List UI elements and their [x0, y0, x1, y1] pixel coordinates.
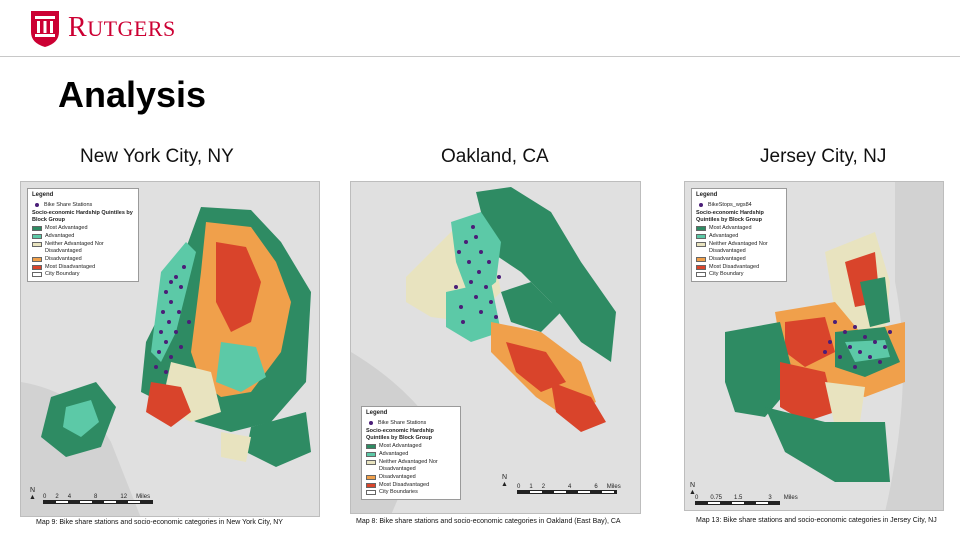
legend-item: Most Disadvantaged	[696, 264, 782, 271]
rutgers-wordmark: RUTGERS	[68, 12, 176, 43]
legend-item: Most Advantaged	[696, 225, 782, 232]
legend-subtitle: Socio-economic Hardship Quintiles by Blo…	[32, 210, 133, 224]
jersey-city-map-graphic	[685, 182, 943, 510]
north-arrow: N ▲	[29, 487, 36, 501]
header-divider	[0, 56, 960, 57]
legend-subtitle: Socio-economic Hardship Quintiles by Blo…	[366, 428, 434, 442]
oakland-heading: Oakland, CA	[441, 146, 549, 167]
nyc-legend: Legend Bike Share Stations Socio-economi…	[27, 188, 139, 283]
legend-item: Advantaged	[366, 451, 456, 458]
north-arrow: N ▲	[689, 482, 696, 496]
jersey-city-caption: Map 13: Bike share stations and socio-ec…	[696, 517, 937, 524]
station-marker-icon	[369, 420, 373, 425]
oakland-caption: Map 8: Bike share stations and socio-eco…	[356, 518, 621, 525]
oakland-scale-bar: 0 1 2 4 6 Miles	[517, 484, 621, 494]
legend-item: Disadvantaged	[32, 256, 134, 263]
legend-title: Legend	[32, 192, 54, 198]
oakland-map: Legend Bike Share Stations Socio-economi…	[350, 181, 641, 514]
jersey-city-heading: Jersey City, NJ	[760, 146, 887, 167]
jersey-city-map: Legend BikeStops_wgs84 Socio-economic Ha…	[684, 181, 944, 511]
legend-subtitle: Socio-economic Hardship Quintiles by Blo…	[696, 210, 764, 224]
north-arrow: N ▲	[501, 474, 508, 488]
station-marker-icon	[35, 202, 39, 207]
oakland-legend: Legend Bike Share Stations Socio-economi…	[361, 406, 461, 501]
legend-title: Legend	[696, 192, 718, 198]
legend-boundary-row: City Boundary	[32, 271, 134, 278]
legend-item: Most Advantaged	[366, 443, 456, 450]
legend-item: Advantaged	[696, 233, 782, 240]
legend-item: Neither Advantaged Nor Disadvantaged	[696, 241, 782, 255]
legend-item: Disadvantaged	[366, 474, 456, 481]
legend-stations-row: Bike Share Stations	[366, 420, 456, 427]
nyc-scale-bar: 0 2 4 8 12 Miles	[43, 494, 153, 504]
jersey-city-legend: Legend BikeStops_wgs84 Socio-economic Ha…	[691, 188, 787, 283]
legend-item: Neither Advantaged Nor Disadvantaged	[366, 459, 456, 473]
legend-item: Most Disadvantaged	[32, 264, 134, 271]
legend-title: Legend	[366, 410, 388, 416]
rutgers-shield-logo	[31, 11, 59, 47]
nyc-caption: Map 9: Bike share stations and socio-eco…	[36, 519, 283, 526]
nyc-map-graphic	[21, 182, 319, 516]
legend-boundary-row: City Boundary	[696, 271, 782, 278]
legend-item: Neither Advantaged Nor Disadvantaged	[32, 241, 134, 255]
nyc-map: Legend Bike Share Stations Socio-economi…	[20, 181, 320, 517]
header-bar: RUTGERS	[0, 0, 960, 56]
legend-boundary-row: City Boundaries	[366, 489, 456, 496]
slide-title: Analysis	[58, 74, 207, 115]
station-marker-icon	[699, 202, 703, 207]
legend-stations-row: BikeStops_wgs84	[696, 202, 782, 209]
nyc-heading: New York City, NY	[80, 146, 234, 167]
legend-item: Most Disadvantaged	[366, 482, 456, 489]
legend-item: Most Advantaged	[32, 225, 134, 232]
legend-item: Advantaged	[32, 233, 134, 240]
legend-stations-row: Bike Share Stations	[32, 202, 134, 209]
legend-item: Disadvantaged	[696, 256, 782, 263]
jersey-city-scale-bar: 0 0.75 1.5 3 Miles	[695, 495, 798, 505]
